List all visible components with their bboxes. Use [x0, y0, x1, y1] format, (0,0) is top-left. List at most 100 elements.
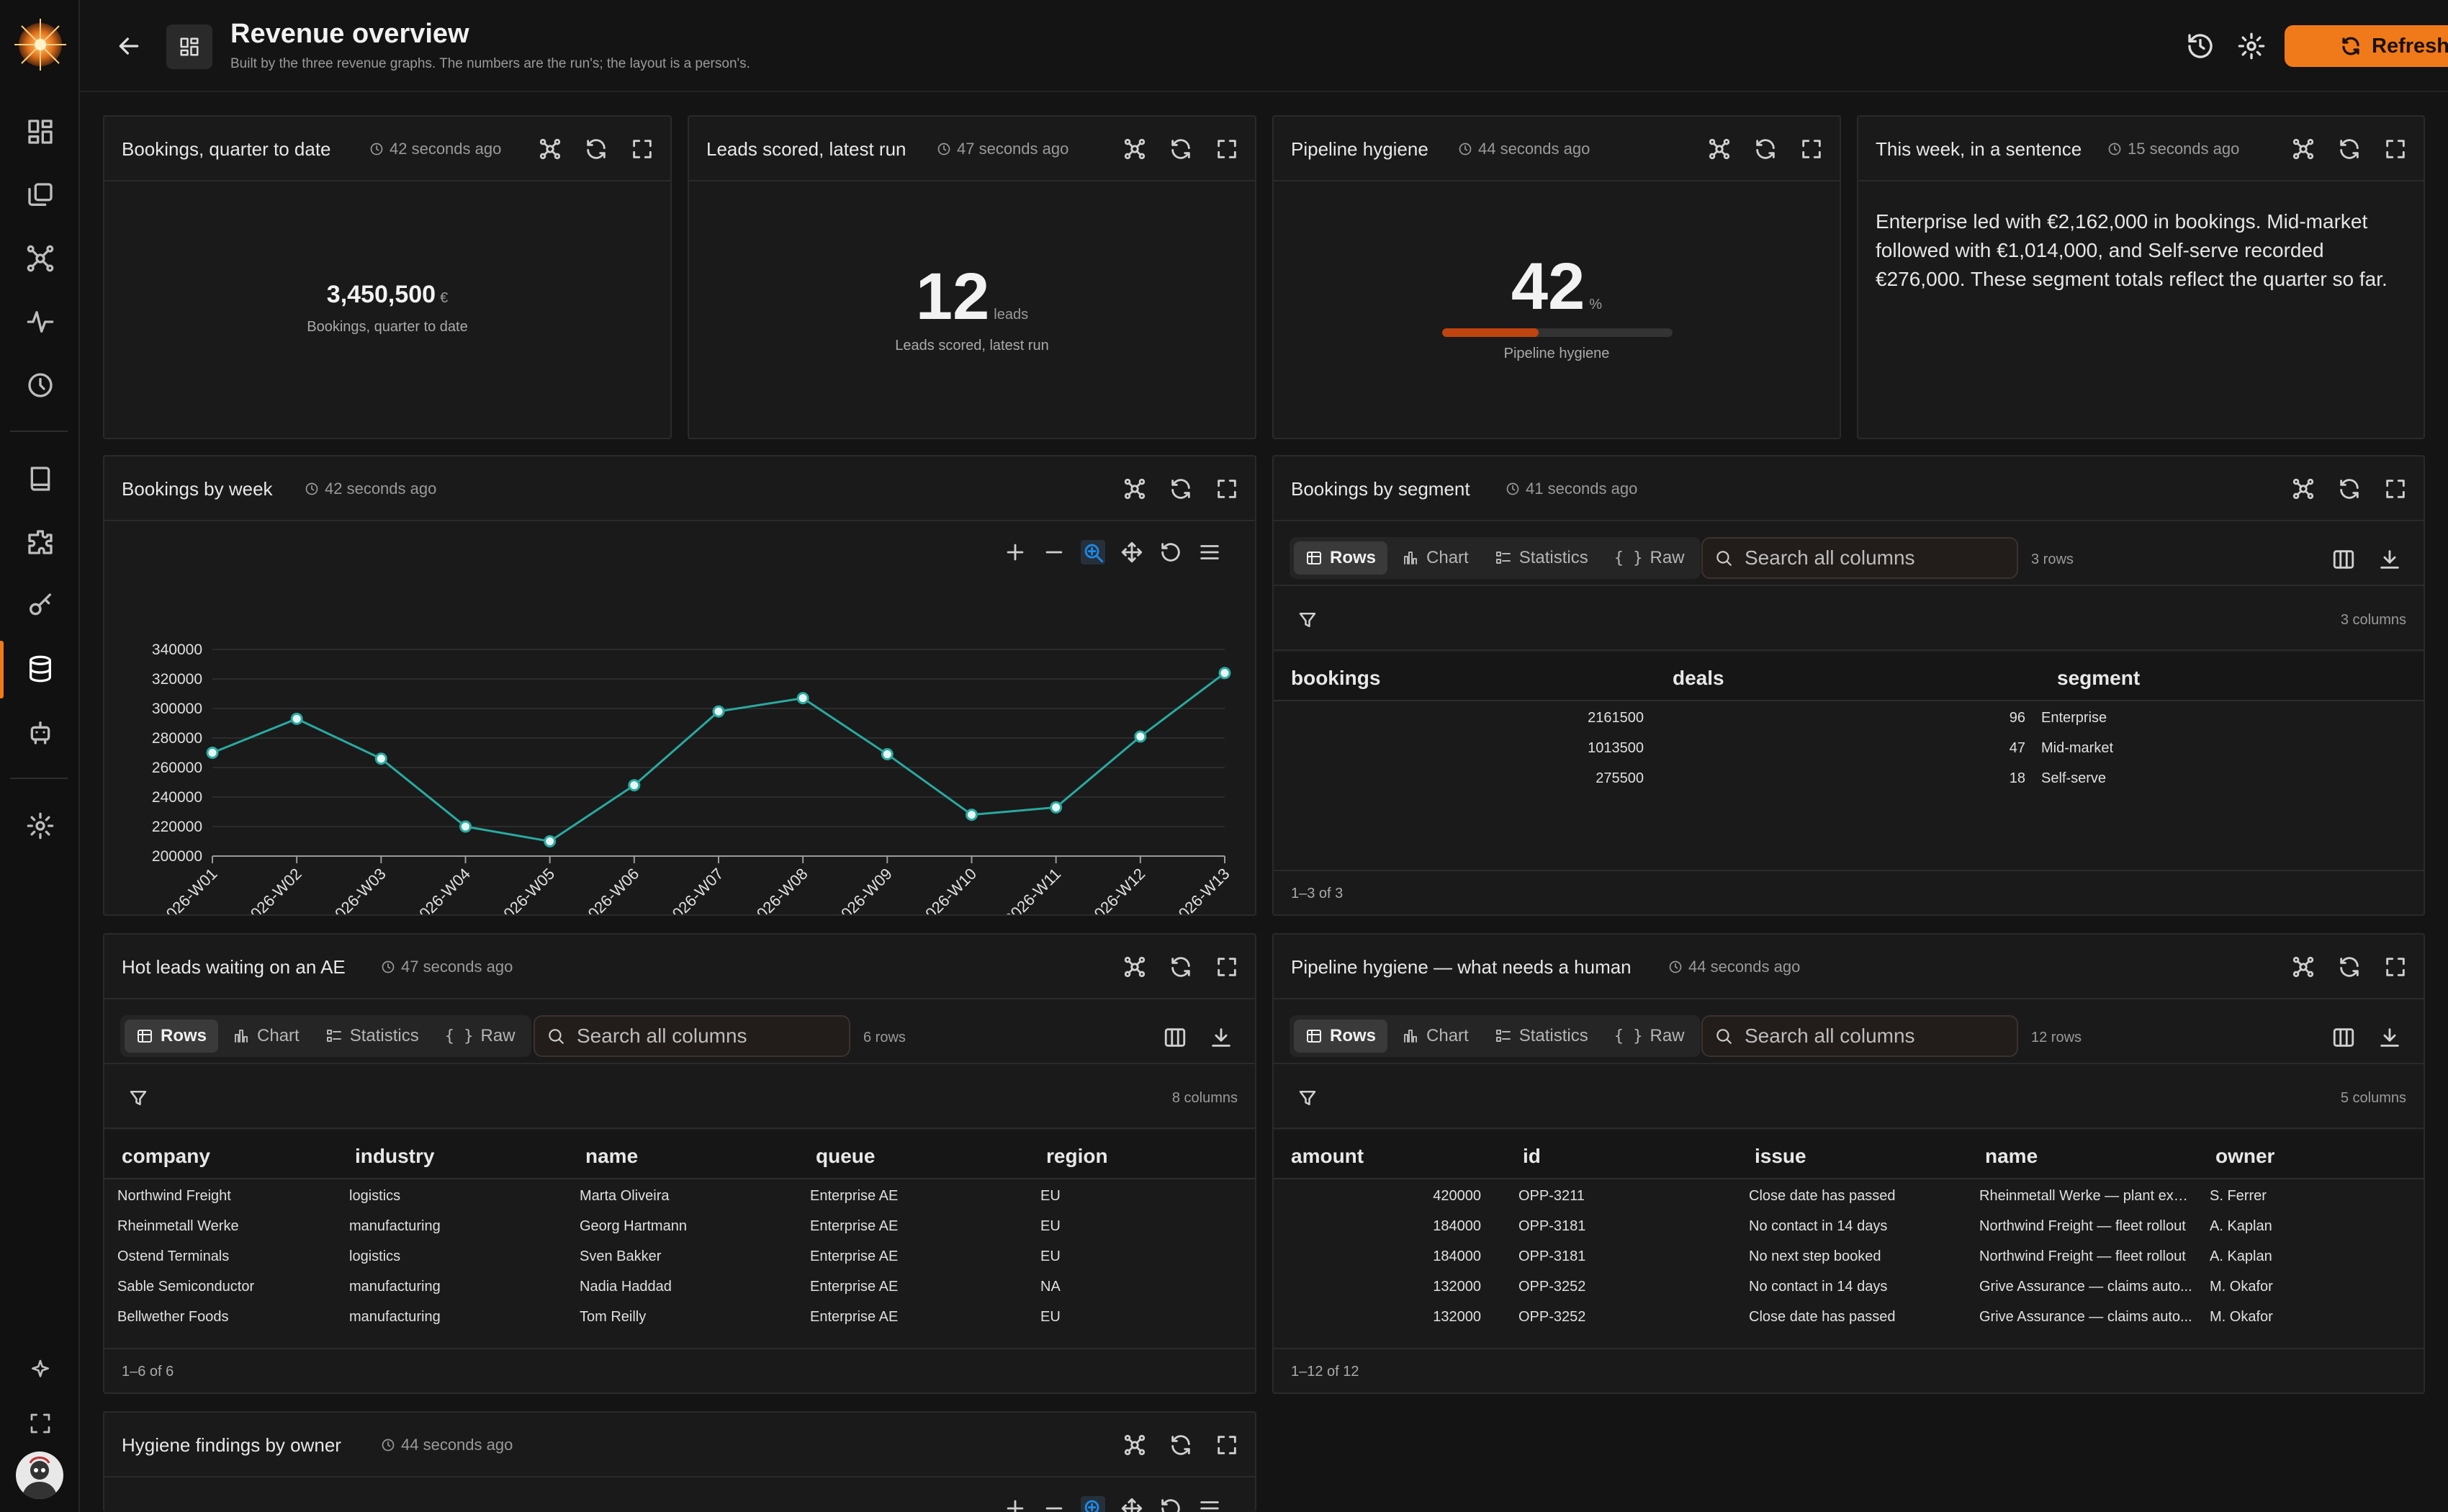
history-icon[interactable]	[2186, 32, 2215, 60]
reload-icon[interactable]	[1169, 137, 1193, 161]
tab-statistics[interactable]: Statistics	[1483, 1020, 1600, 1053]
tab-chart[interactable]: Chart	[1390, 541, 1480, 575]
robot-icon[interactable]	[26, 718, 55, 747]
fullscreen-icon[interactable]	[1215, 477, 1239, 501]
graph-link-icon[interactable]	[1122, 955, 1147, 979]
selection-zoom-icon[interactable]	[1081, 540, 1105, 564]
pan-icon[interactable]	[1120, 540, 1144, 564]
fullscreen-icon[interactable]	[2383, 477, 2408, 501]
column-header[interactable]: id	[1523, 1145, 1541, 1167]
tab-statistics[interactable]: Statistics	[1483, 541, 1600, 575]
table-row[interactable]: 275500 18 Self-serve	[1274, 763, 2424, 793]
download-icon[interactable]	[2377, 1025, 2402, 1050]
reload-icon[interactable]	[2337, 477, 2362, 501]
graph-link-icon[interactable]	[2291, 137, 2316, 161]
table-row[interactable]: Sable Semiconductor manufacturing Nadia …	[104, 1272, 1255, 1302]
graph-link-icon[interactable]	[1707, 137, 1732, 161]
reload-icon[interactable]	[1169, 955, 1193, 979]
table-row[interactable]: Ostend Terminals logistics Sven Bakker E…	[104, 1241, 1255, 1272]
column-header[interactable]: issue	[1755, 1145, 1806, 1167]
tab-raw[interactable]: { } Raw	[1614, 1026, 1685, 1045]
fullscreen-icon[interactable]	[1215, 955, 1239, 979]
table-row[interactable]: 132000 OPP-3252 No contact in 14 days Gr…	[1274, 1272, 2424, 1302]
columns-icon[interactable]	[2331, 547, 2356, 572]
table-row[interactable]: 184000 OPP-3181 No next step booked Nort…	[1274, 1241, 2424, 1272]
tab-rows[interactable]: Rows	[1294, 1020, 1388, 1053]
fullscreen-icon[interactable]	[1215, 1433, 1239, 1457]
column-header[interactable]: industry	[355, 1145, 435, 1167]
reload-icon[interactable]	[584, 137, 608, 161]
back-arrow-icon[interactable]	[114, 32, 143, 60]
reset-zoom-icon[interactable]	[1158, 540, 1183, 564]
menu-icon[interactable]	[1197, 540, 1222, 564]
tab-chart[interactable]: Chart	[1390, 1020, 1480, 1053]
table-row[interactable]: Rheinmetall Werke manufacturing Georg Ha…	[104, 1211, 1255, 1241]
tab-rows[interactable]: Rows	[1294, 541, 1388, 575]
column-header[interactable]: name	[585, 1145, 639, 1167]
graph-link-icon[interactable]	[1122, 1433, 1147, 1457]
zoom-out-icon[interactable]	[1042, 1496, 1066, 1512]
download-icon[interactable]	[2377, 547, 2402, 572]
sparkle-icon[interactable]	[29, 1358, 52, 1381]
settings-icon[interactable]	[26, 811, 55, 840]
table-row[interactable]: 1013500 47 Mid-market	[1274, 733, 2424, 763]
tab-statistics[interactable]: Statistics	[314, 1020, 431, 1053]
avatar[interactable]	[16, 1452, 63, 1499]
history-icon[interactable]	[26, 371, 55, 400]
graph-link-icon[interactable]	[2291, 955, 2316, 979]
column-header[interactable]: company	[122, 1145, 210, 1167]
reload-icon[interactable]	[1169, 477, 1193, 501]
table-row[interactable]: 420000 OPP-3211 Close date has passed Rh…	[1274, 1181, 2424, 1211]
tab-raw[interactable]: { } Raw	[444, 1026, 516, 1045]
tab-raw[interactable]: { } Raw	[1614, 548, 1685, 567]
zoom-in-icon[interactable]	[1003, 1496, 1027, 1512]
filter-icon[interactable]	[1297, 609, 1318, 631]
key-icon[interactable]	[26, 591, 55, 620]
expand-icon[interactable]	[29, 1412, 52, 1435]
graph-link-icon[interactable]	[2291, 477, 2316, 501]
pages-icon[interactable]	[26, 181, 55, 210]
reload-icon[interactable]	[1753, 137, 1778, 161]
column-header[interactable]: owner	[2215, 1145, 2275, 1167]
zoom-out-icon[interactable]	[1042, 540, 1066, 564]
book-icon[interactable]	[26, 464, 55, 493]
reset-zoom-icon[interactable]	[1158, 1496, 1183, 1512]
search-input[interactable]	[577, 1025, 837, 1048]
zoom-in-icon[interactable]	[1003, 540, 1027, 564]
reload-icon[interactable]	[2337, 955, 2362, 979]
filter-icon[interactable]	[1297, 1087, 1318, 1109]
fullscreen-icon[interactable]	[2383, 955, 2408, 979]
search-input[interactable]	[1745, 546, 2005, 570]
menu-icon[interactable]	[1197, 1496, 1222, 1512]
column-header[interactable]: region	[1046, 1145, 1108, 1167]
fullscreen-icon[interactable]	[2383, 137, 2408, 161]
tab-chart[interactable]: Chart	[221, 1020, 311, 1053]
columns-icon[interactable]	[2331, 1025, 2356, 1050]
column-header[interactable]: name	[1985, 1145, 2038, 1167]
reload-icon[interactable]	[1169, 1433, 1193, 1457]
gear-icon[interactable]	[2237, 32, 2266, 60]
selection-zoom-icon[interactable]	[1081, 1496, 1105, 1512]
column-header[interactable]: deals	[1673, 667, 1724, 689]
column-header[interactable]: amount	[1291, 1145, 1364, 1167]
graph-icon[interactable]	[26, 244, 55, 273]
dashboard-icon[interactable]	[26, 117, 55, 146]
graph-link-icon[interactable]	[1122, 137, 1147, 161]
tab-rows[interactable]: Rows	[125, 1020, 219, 1053]
filter-icon[interactable]	[127, 1087, 149, 1109]
table-row[interactable]: Northwind Freight logistics Marta Olivei…	[104, 1181, 1255, 1211]
search-input[interactable]	[1745, 1025, 2005, 1048]
database-icon[interactable]	[26, 654, 55, 683]
pan-icon[interactable]	[1120, 1496, 1144, 1512]
column-header[interactable]: bookings	[1291, 667, 1381, 689]
fullscreen-icon[interactable]	[1799, 137, 1824, 161]
column-header[interactable]: queue	[816, 1145, 876, 1167]
table-row[interactable]: 184000 OPP-3181 No contact in 14 days No…	[1274, 1211, 2424, 1241]
activity-icon[interactable]	[26, 307, 55, 336]
layout-icon[interactable]	[166, 24, 212, 69]
table-row[interactable]: 132000 OPP-3252 Close date has passed Gr…	[1274, 1302, 2424, 1332]
graph-link-icon[interactable]	[538, 137, 562, 161]
table-row[interactable]: Bellwether Foods manufacturing Tom Reill…	[104, 1302, 1255, 1332]
graph-link-icon[interactable]	[1122, 477, 1147, 501]
fullscreen-icon[interactable]	[630, 137, 654, 161]
